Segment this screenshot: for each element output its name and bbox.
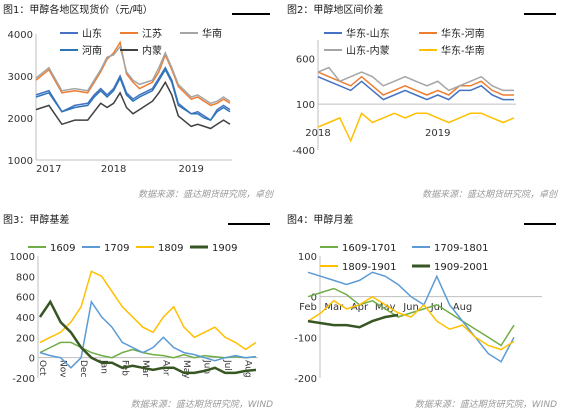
legend-label: 华东-山东	[346, 27, 390, 40]
legend-label: 1809-1901	[342, 262, 397, 273]
legend-label: 山东-内蒙	[346, 44, 390, 57]
y-tick-label: -400	[292, 146, 315, 157]
legend-label: 1609-1701	[342, 243, 397, 254]
y-tick-label: 3000	[8, 72, 33, 83]
y-tick-label: -100	[294, 333, 317, 344]
title-rule	[232, 13, 270, 15]
series-line	[317, 71, 514, 96]
series-line	[307, 271, 515, 363]
y-tick-label: 4000	[8, 30, 33, 41]
series-line	[35, 44, 231, 105]
chart-svg: -200 -100 0 100 Feb Mar Apr May Jun Jul Aug 1609-17…	[294, 243, 542, 385]
chart-panel-2: 图2：甲醇地区间价差 -400 100 600 2018 2019 华东-山东 华东-河南山…	[284, 0, 559, 201]
title-rule	[524, 223, 556, 225]
chart-title: 图1：甲醇各地区现货价（元/吨）	[3, 5, 153, 16]
x-tick-label: Aug	[453, 302, 473, 313]
x-tick-label: Jun	[402, 302, 419, 313]
series-line	[307, 287, 515, 347]
legend-label: 华南	[202, 27, 222, 40]
x-tick-label: 2019	[425, 128, 450, 139]
x-tick-label: May	[181, 360, 191, 379]
x-tick-label: Nov	[58, 360, 68, 378]
x-tick-label: 2017	[36, 164, 61, 175]
chart-source: 数据来源：盛达期货研究院，WIND	[414, 400, 557, 410]
chart-panel-4: 图4：甲醇月差 -200 -100 0 100 Feb Mar Apr May Jun Jul Au…	[284, 210, 559, 411]
legend-label: 1709	[104, 243, 129, 254]
series-line	[38, 299, 257, 375]
legend-label: 华东-河南	[441, 27, 485, 40]
x-tick-label: 2018	[305, 128, 330, 139]
chart-source: 数据来源：盛达期货研究院，卓创	[137, 190, 273, 200]
legend-label: 华东-华南	[441, 44, 485, 57]
series-line	[307, 295, 515, 351]
chart-source: 数据来源：盛达期货研究院，WIND	[130, 400, 273, 410]
x-tick-label: May	[375, 302, 396, 313]
title-rule	[524, 13, 556, 15]
series-line	[35, 40, 231, 107]
chart-panel-3: 图3：甲醇基差 -200 0 200 400 600 800 1000 Oct Nov Dec Ja…	[0, 210, 275, 411]
legend-label: 江苏	[142, 27, 162, 40]
legend-label: 1809	[158, 243, 183, 254]
y-tick-label: 100	[296, 100, 315, 111]
x-tick-label: Jan	[99, 359, 109, 374]
y-tick-label: 600	[296, 54, 315, 65]
y-tick-label: 2000	[8, 114, 33, 125]
series-line	[307, 313, 399, 329]
x-tick-label: Dec	[78, 360, 88, 377]
series-line	[35, 80, 231, 130]
x-tick-label: Jul	[222, 359, 232, 371]
x-tick-label: Jun	[202, 359, 212, 374]
y-tick-label: 0	[29, 354, 35, 365]
chart-title: 图3：甲醇基差	[3, 215, 70, 226]
legend-label: 山东	[82, 27, 102, 40]
legend-label: 1609	[50, 243, 75, 254]
y-tick-label: 100	[298, 252, 317, 263]
series-line	[317, 112, 515, 143]
x-tick-label: Jul	[430, 302, 443, 313]
x-tick-label: Aug	[243, 360, 253, 378]
chart-panel-1: 图1：甲醇各地区现货价（元/吨） 1000 2000 3000 4000 2017 201…	[0, 0, 275, 201]
legend-label: 1709-1801	[434, 243, 489, 254]
series-line	[35, 68, 231, 121]
y-tick-label: 800	[16, 272, 35, 283]
series-line	[317, 66, 514, 92]
legend-label: 1909	[212, 243, 237, 254]
series-line	[39, 299, 257, 369]
series-line	[35, 66, 231, 122]
y-tick-label: 200	[16, 333, 35, 344]
x-tick-label: 2019	[178, 164, 203, 175]
x-tick-label: 2018	[101, 164, 126, 175]
x-tick-label: Feb	[299, 302, 317, 313]
chart-title: 图2：甲醇地区间价差	[287, 5, 384, 16]
legend-label: 1909-2001	[434, 262, 489, 273]
series-line	[317, 76, 514, 101]
y-tick-label: -200	[12, 374, 35, 385]
y-tick-label: 400	[16, 313, 35, 324]
series-line	[39, 270, 257, 351]
x-tick-label: Mar	[324, 302, 344, 313]
title-rule	[228, 223, 270, 225]
x-tick-label: Oct	[37, 360, 47, 376]
x-tick-label: Apr	[351, 302, 369, 313]
series-line	[39, 341, 257, 359]
legend-label: 河南	[82, 44, 102, 57]
chart-source: 数据来源：盛达期货研究院，卓创	[421, 190, 557, 200]
y-tick-label: 600	[16, 293, 35, 304]
legend-label: 内蒙	[142, 44, 162, 57]
y-tick-label: 1000	[8, 156, 33, 167]
y-tick-label: 0	[311, 293, 317, 304]
y-tick-label: 1000	[10, 252, 35, 263]
chart-title: 图4：甲醇月差	[287, 215, 354, 226]
y-tick-label: -200	[294, 374, 317, 385]
